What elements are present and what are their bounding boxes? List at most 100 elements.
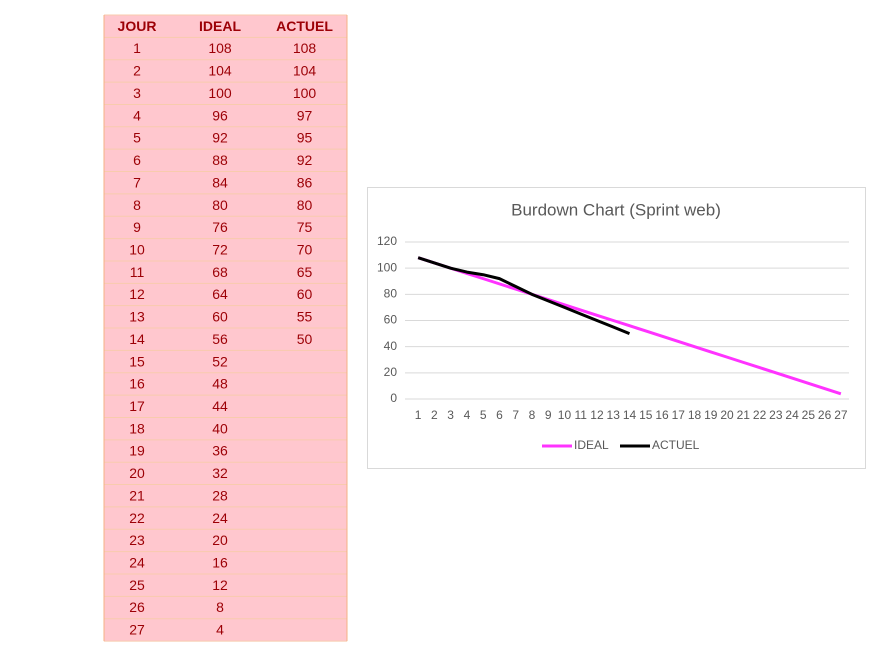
x-tick-label: 23	[769, 408, 783, 422]
table-cell: 10	[129, 241, 145, 257]
table-cell: 75	[297, 219, 313, 235]
x-tick-label: 18	[688, 408, 702, 422]
x-tick-label: 21	[737, 408, 751, 422]
table-cell: 4	[216, 622, 224, 638]
x-tick-label: 20	[720, 408, 734, 422]
chart-title: Burdown Chart (Sprint web)	[511, 200, 721, 219]
y-tick-label: 120	[377, 234, 397, 248]
x-tick-label: 25	[802, 408, 816, 422]
table-cell: 8	[216, 599, 224, 615]
table-cell: 23	[129, 532, 145, 548]
y-tick-label: 40	[384, 339, 398, 353]
table-cell: 1	[133, 40, 141, 56]
table-cell: 104	[208, 63, 232, 79]
column-header: ACTUEL	[276, 18, 333, 34]
y-tick-label: 20	[384, 365, 398, 379]
legend-label: IDEAL	[574, 438, 609, 452]
x-tick-label: 17	[672, 408, 686, 422]
table-cell: 26	[129, 599, 145, 615]
x-tick-label: 22	[753, 408, 767, 422]
y-tick-label: 0	[390, 391, 397, 405]
series-line	[417, 256, 631, 335]
table-cell: 13	[129, 309, 145, 325]
x-tick-label: 1	[415, 408, 422, 422]
table-cell: 64	[212, 286, 228, 302]
table-cell: 22	[129, 510, 145, 526]
table-cell: 40	[212, 420, 228, 436]
table-cell: 24	[129, 555, 145, 571]
x-tick-label: 3	[447, 408, 454, 422]
table-cell: 36	[212, 443, 228, 459]
table-cell: 104	[293, 63, 317, 79]
table-cell: 108	[208, 40, 232, 56]
y-tick-label: 100	[377, 260, 397, 274]
x-tick-label: 19	[704, 408, 718, 422]
table-cell: 27	[129, 622, 145, 638]
table-cell: 25	[129, 577, 145, 593]
table-cell: 20	[212, 532, 228, 548]
table-cell: 60	[212, 309, 228, 325]
table-cell: 12	[212, 577, 228, 593]
x-tick-label: 13	[607, 408, 621, 422]
table-cell: 16	[129, 376, 145, 392]
table-cell: 44	[212, 398, 228, 414]
table-cell: 19	[129, 443, 145, 459]
table-cell: 88	[212, 152, 228, 168]
table-cell: 14	[129, 331, 145, 347]
table-cell: 2	[133, 63, 141, 79]
table-cell: 68	[212, 264, 228, 280]
x-tick-label: 15	[639, 408, 653, 422]
table-cell: 100	[293, 85, 317, 101]
table-cell: 50	[297, 331, 313, 347]
x-tick-label: 8	[529, 408, 536, 422]
table-cell: 76	[212, 219, 228, 235]
table-cell: 55	[297, 309, 313, 325]
table-cell: 100	[208, 85, 232, 101]
x-tick-label: 14	[623, 408, 637, 422]
table-cell: 17	[129, 398, 145, 414]
x-tick-label: 2	[431, 408, 438, 422]
table-cell: 97	[297, 107, 313, 123]
table-cell: 92	[212, 130, 228, 146]
column-header: IDEAL	[199, 18, 241, 34]
x-tick-label: 10	[558, 408, 572, 422]
table-cell: 86	[297, 174, 313, 190]
table-cell: 96	[212, 107, 228, 123]
x-tick-label: 12	[590, 408, 604, 422]
table-cell: 60	[297, 286, 313, 302]
table-cell: 70	[297, 241, 313, 257]
table-cell: 65	[297, 264, 313, 280]
table-cell: 56	[212, 331, 228, 347]
x-tick-label: 24	[785, 408, 799, 422]
table-cell: 16	[212, 555, 228, 571]
series-line	[417, 256, 842, 396]
table-cell: 21	[129, 487, 145, 503]
table-cell: 108	[293, 40, 317, 56]
x-tick-label: 27	[834, 408, 848, 422]
x-tick-label: 4	[464, 408, 471, 422]
legend-label: ACTUEL	[652, 438, 700, 452]
x-tick-label: 9	[545, 408, 552, 422]
table-cell: 80	[212, 197, 228, 213]
table-cell: 4	[133, 107, 141, 123]
x-tick-label: 7	[512, 408, 519, 422]
table-cell: 24	[212, 510, 228, 526]
table-cell: 95	[297, 130, 313, 146]
table-cell: 80	[297, 197, 313, 213]
table-cell: 6	[133, 152, 141, 168]
table-cell: 7	[133, 174, 141, 190]
table-cell: 28	[212, 487, 228, 503]
x-tick-label: 11	[574, 408, 587, 422]
table-cell: 15	[129, 353, 145, 369]
table-cell: 52	[212, 353, 228, 369]
table-cell: 92	[297, 152, 313, 168]
table-cell: 48	[212, 376, 228, 392]
x-tick-label: 26	[818, 408, 832, 422]
table-cell: 72	[212, 241, 228, 257]
table-cell: 5	[133, 130, 141, 146]
table-cell: 3	[133, 85, 141, 101]
table-cell: 12	[129, 286, 145, 302]
y-tick-label: 60	[384, 313, 398, 327]
x-tick-label: 16	[655, 408, 669, 422]
